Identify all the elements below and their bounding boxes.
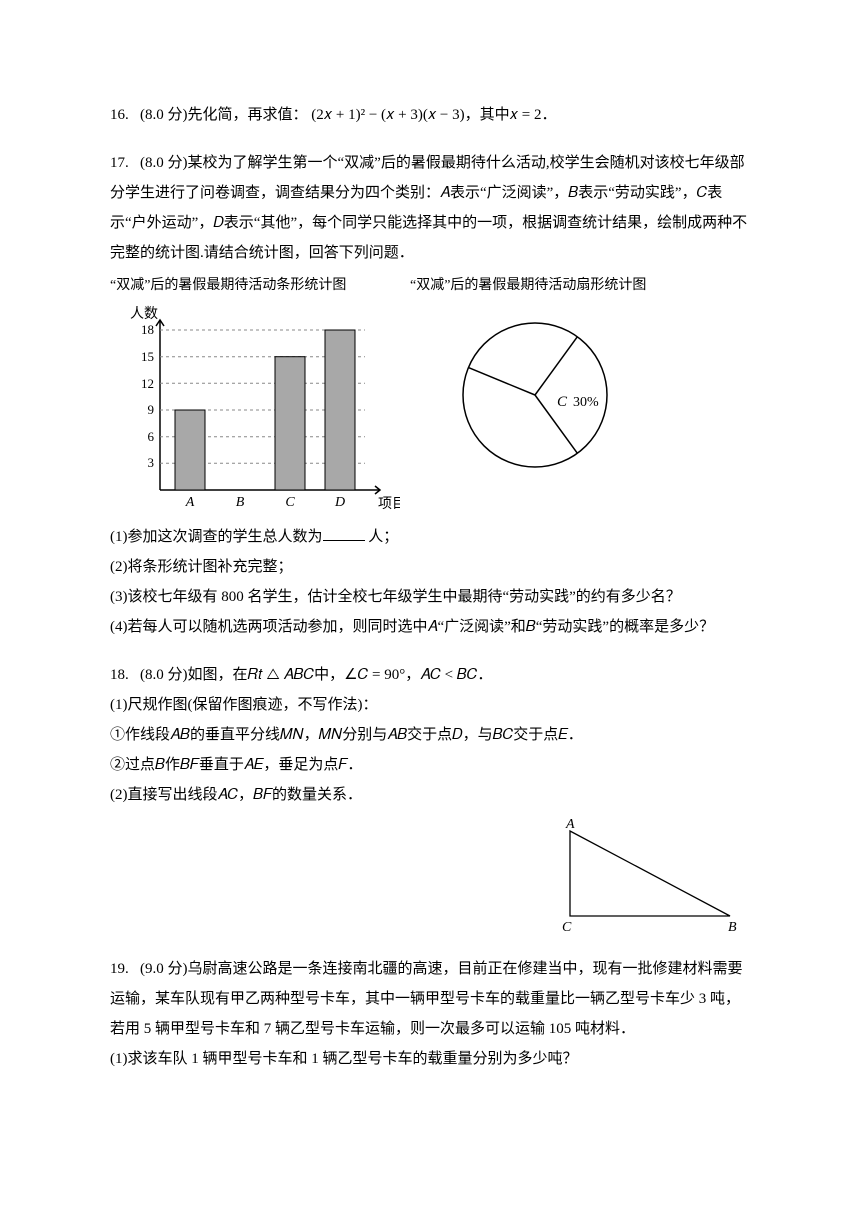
q17-num: 17. xyxy=(110,155,129,171)
bar-chart-wrap: “双减”后的暑假最期待活动条形统计图 人数 xyxy=(110,272,400,520)
q17-sub1: (1)参加这次调查的学生总人数为 人； xyxy=(110,522,750,552)
q18-sub1: (1)尺规作图(保留作图痕迹，不写作法)： xyxy=(110,690,750,720)
xcat-D: D xyxy=(334,495,345,510)
triangle-wrap: A C B xyxy=(110,816,750,936)
question-17: 17. (8.0 分)某校为了解学生第一个“双减”后的暑假最期待什么活动,校学生… xyxy=(110,148,750,642)
bar-chart: 人数 3 6 xyxy=(110,300,400,520)
q19-body: 乌尉高速公路是一条连接南北疆的高速，目前正在修建当中，现有一批修建材料需要运输，… xyxy=(110,961,743,1037)
label-C: C xyxy=(562,920,572,935)
q18-pts: (8.0 分) xyxy=(140,667,188,683)
ytick-18: 18 xyxy=(141,322,154,337)
xcat-A: A xyxy=(185,495,195,510)
q17-body: 某校为了解学生第一个“双减”后的暑假最期待什么活动,校学生会随机对该校七年级部分… xyxy=(110,155,747,261)
label-A: A xyxy=(565,817,575,832)
question-16: 16. (8.0 分)先化简，再求值： (2𝑥 + 1)² − (𝑥 + 3)(… xyxy=(110,100,750,130)
q16-num: 16. xyxy=(110,107,129,123)
ytick-15: 15 xyxy=(141,349,154,364)
x-axis-label: 项目 xyxy=(378,497,400,512)
q19-pts: (9.0 分) xyxy=(140,961,188,977)
q18-f: 𝐴𝐶 < 𝐵𝐶 xyxy=(420,667,477,683)
q17-sub2: (2)将条形统计图补充完整； xyxy=(110,552,750,582)
q18-sub2: (2)直接写出线段𝐴𝐶，𝐵𝐹的数量关系． xyxy=(110,780,750,810)
charts-row: “双减”后的暑假最期待活动条形统计图 人数 xyxy=(110,272,750,520)
pie-slice-pct: 30% xyxy=(573,395,599,410)
ytick-3: 3 xyxy=(148,455,155,470)
triangle-shape xyxy=(570,831,730,916)
q16-text-c: ． xyxy=(541,107,556,123)
q18-sub1b: ②过点𝐵作𝐵𝐹垂直于𝐴𝐸，垂足为点𝐹． xyxy=(110,750,750,780)
question-18: 18. (8.0 分)如图，在𝑅𝑡 △ 𝐴𝐵𝐶中，∠𝐶 = 90°，𝐴𝐶 < 𝐵… xyxy=(110,660,750,936)
pie-chart-wrap: “双减”后的暑假最期待活动扇形统计图 C 30% xyxy=(420,272,680,490)
q18-b: 𝑅𝑡 △ 𝐴𝐵𝐶 xyxy=(248,667,315,683)
q18-g: ． xyxy=(477,667,492,683)
label-B: B xyxy=(728,920,737,935)
q18-c: 中， xyxy=(314,667,344,683)
ytick-12: 12 xyxy=(141,376,154,391)
xcat-B: B xyxy=(236,495,245,510)
blank-fill[interactable] xyxy=(323,527,365,541)
q18-num: 18. xyxy=(110,667,129,683)
q18-sub1a: ①作线段𝐴𝐵的垂直平分线𝑀𝑁，𝑀𝑁分别与𝐴𝐵交于点𝐷，与𝐵𝐶交于点𝐸． xyxy=(110,720,750,750)
q17-sub1-a: (1)参加这次调查的学生总人数为 xyxy=(110,529,323,545)
q19-stem: 19. (9.0 分)乌尉高速公路是一条连接南北疆的高速，目前正在修建当中，现有… xyxy=(110,954,750,1044)
q16-cond: 𝑥 = 2 xyxy=(510,107,542,123)
q19-num: 19. xyxy=(110,961,129,977)
ytick-6: 6 xyxy=(148,429,155,444)
bar-A xyxy=(175,410,205,490)
pie-chart-title: “双减”后的暑假最期待活动扇形统计图 xyxy=(410,272,680,300)
q16-text-a: 先化简，再求值： xyxy=(188,107,308,123)
pie-chart: C 30% xyxy=(420,300,650,490)
q19-sub1: (1)求该车队 1 辆甲型号卡车和 1 辆乙型号卡车的载重量分别为多少吨？ xyxy=(110,1044,750,1074)
q17-pts: (8.0 分) xyxy=(140,155,188,171)
q17-sub4: (4)若每人可以随机选两项活动参加，则同时选中𝐴“广泛阅读”和𝐵“劳动实践”的概… xyxy=(110,612,750,642)
q18-d: ∠𝐶 = 90° xyxy=(344,667,405,683)
q18-a: 如图，在 xyxy=(188,667,248,683)
pie-slice-label: C xyxy=(557,394,568,410)
bar-chart-title: “双减”后的暑假最期待活动条形统计图 xyxy=(110,272,400,300)
q16-pts: (8.0 分) xyxy=(140,107,188,123)
y-tick-labels: 3 6 9 12 15 18 xyxy=(141,322,155,470)
q16-expr: (2𝑥 + 1)² − (𝑥 + 3)(𝑥 − 3) xyxy=(311,107,464,123)
q17-sub3: (3)该校七年级有 800 名学生，估计全校七年级学生中最期待“劳动实践”的约有… xyxy=(110,582,750,612)
q18-e: ， xyxy=(405,667,420,683)
q18-stem: 18. (8.0 分)如图，在𝑅𝑡 △ 𝐴𝐵𝐶中，∠𝐶 = 90°，𝐴𝐶 < 𝐵… xyxy=(110,660,750,690)
xcat-C: C xyxy=(285,495,295,510)
x-tick-labels: A B C D xyxy=(185,495,345,510)
bar-C xyxy=(275,357,305,490)
ytick-9: 9 xyxy=(148,402,155,417)
q17-stem: 17. (8.0 分)某校为了解学生第一个“双减”后的暑假最期待什么活动,校学生… xyxy=(110,148,750,268)
q16-text-b: ，其中 xyxy=(465,107,510,123)
y-axis-label: 人数 xyxy=(130,306,158,322)
question-19: 19. (9.0 分)乌尉高速公路是一条连接南北疆的高速，目前正在修建当中，现有… xyxy=(110,954,750,1074)
triangle-figure: A C B xyxy=(550,816,750,936)
q17-sub1-b: 人； xyxy=(365,529,399,545)
bar-D xyxy=(325,330,355,490)
